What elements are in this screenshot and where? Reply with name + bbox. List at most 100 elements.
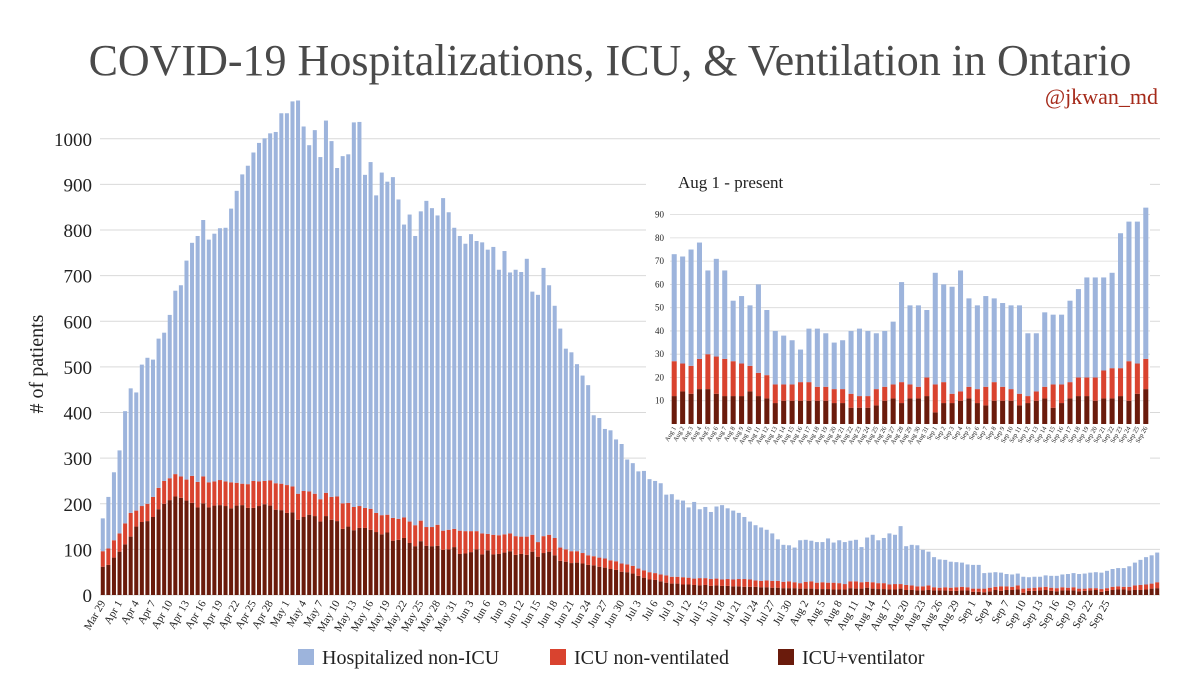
bar-segment	[457, 235, 462, 531]
bar-segment	[240, 174, 245, 484]
bar-segment	[958, 400, 964, 424]
bar-segment	[1101, 277, 1107, 371]
bar-segment	[781, 544, 786, 582]
bar-segment	[669, 583, 674, 595]
bar-segment	[429, 546, 434, 595]
bar-segment	[820, 589, 825, 595]
bar-segment	[1043, 575, 1048, 587]
bar-segment	[335, 521, 340, 595]
bar-segment	[457, 553, 462, 595]
bar-segment	[206, 239, 211, 483]
bar-segment	[840, 389, 846, 404]
author-handle: @jkwan_md	[1045, 84, 1158, 109]
bar-segment	[569, 352, 574, 552]
bar-segment	[664, 575, 669, 583]
bar-segment	[873, 405, 879, 424]
bar-segment	[859, 588, 864, 595]
bar-segment	[943, 587, 948, 591]
bar-segment	[206, 482, 211, 508]
bar-segment	[664, 494, 669, 576]
bar-segment	[1000, 386, 1006, 401]
bar-segment	[563, 561, 568, 595]
bar-segment	[641, 577, 646, 595]
bar-segment	[636, 471, 641, 569]
bar-segment	[290, 512, 295, 595]
bar-segment	[856, 407, 862, 424]
bar-segment	[468, 552, 474, 595]
bar-segment	[123, 411, 128, 524]
bar-segment	[134, 510, 139, 527]
bar-segment	[569, 551, 574, 564]
bar-segment	[1099, 572, 1104, 590]
bar-segment	[966, 386, 972, 399]
bar-segment	[1118, 396, 1124, 424]
y-tick-label: 10	[655, 396, 665, 406]
bar-segment	[212, 481, 217, 506]
bar-segment	[675, 583, 680, 595]
bar-segment	[262, 504, 267, 595]
bar-segment	[848, 581, 853, 589]
bar-segment	[739, 396, 745, 424]
bar-segment	[890, 321, 896, 385]
bar-segment	[882, 330, 888, 387]
bar-segment	[307, 514, 312, 595]
bar-segment	[720, 505, 725, 580]
bar-segment	[708, 579, 713, 586]
bar-segment	[759, 580, 764, 588]
y-tick-label: 300	[64, 449, 93, 470]
bar-segment	[991, 382, 997, 401]
bar-segment	[1075, 377, 1081, 397]
bar-segment	[971, 564, 976, 589]
bar-segment	[424, 527, 429, 546]
bar-segment	[111, 557, 116, 595]
bar-segment	[351, 122, 356, 507]
bar-segment	[974, 305, 980, 390]
bar-segment	[390, 540, 395, 595]
bar-segment	[547, 551, 552, 595]
bar-segment	[907, 398, 913, 424]
bar-segment	[1104, 588, 1110, 591]
bar-segment	[407, 542, 412, 595]
bar-segment	[619, 571, 624, 595]
bar-segment	[284, 485, 289, 513]
bar-segment	[865, 587, 870, 595]
bar-segment	[786, 545, 792, 582]
bar-segment	[806, 400, 812, 424]
bar-segment	[1060, 574, 1065, 588]
bar-segment	[212, 233, 217, 482]
bar-segment	[1092, 377, 1098, 401]
bar-segment	[697, 509, 702, 579]
bar-segment	[128, 536, 133, 595]
bar-segment	[954, 590, 959, 595]
bar-segment	[234, 505, 239, 595]
bar-segment	[323, 516, 328, 595]
bar-segment	[798, 400, 804, 424]
bar-segment	[1143, 389, 1149, 424]
bar-segment	[770, 587, 775, 595]
bar-segment	[983, 405, 989, 424]
bar-segment	[1004, 589, 1009, 595]
bar-segment	[680, 256, 686, 364]
bar-segment	[792, 547, 797, 583]
bar-segment	[229, 508, 234, 595]
bar-segment	[256, 142, 262, 482]
bar-segment	[385, 181, 390, 515]
bar-segment	[1033, 391, 1039, 401]
bar-segment	[890, 384, 896, 399]
bar-segment	[1065, 587, 1070, 591]
bar-segment	[229, 208, 234, 483]
bar-segment	[803, 581, 808, 589]
bar-segment	[873, 389, 879, 406]
bar-segment	[591, 565, 596, 595]
bar-segment	[1054, 588, 1059, 592]
bar-segment	[1077, 588, 1082, 592]
bar-segment	[1126, 361, 1132, 401]
bar-segment	[190, 242, 195, 476]
bar-segment	[362, 527, 368, 595]
bar-segment	[870, 588, 875, 595]
bar-segment	[435, 215, 440, 525]
bar-segment	[658, 574, 663, 582]
bar-segment	[1000, 303, 1006, 387]
bar-segment	[932, 272, 938, 385]
